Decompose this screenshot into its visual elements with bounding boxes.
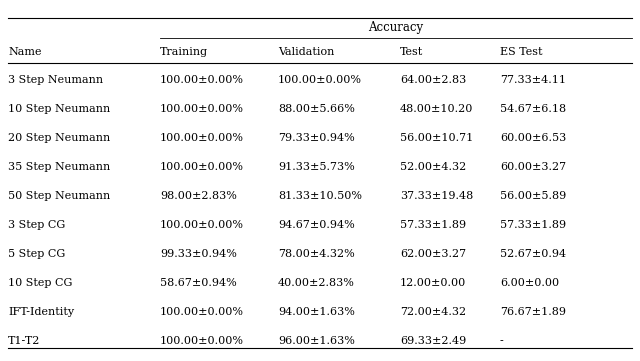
Text: 6.00±0.00: 6.00±0.00 [500,278,559,288]
Text: 100.00±0.00%: 100.00±0.00% [160,336,244,346]
Text: Test: Test [400,47,423,57]
Text: 57.33±1.89: 57.33±1.89 [500,220,566,230]
Text: -: - [500,336,504,346]
Text: 10 Step CG: 10 Step CG [8,278,72,288]
Text: 94.67±0.94%: 94.67±0.94% [278,220,355,230]
Text: 3 Step CG: 3 Step CG [8,220,65,230]
Text: 54.67±6.18: 54.67±6.18 [500,104,566,114]
Text: 94.00±1.63%: 94.00±1.63% [278,307,355,317]
Text: 52.00±4.32: 52.00±4.32 [400,162,467,172]
Text: 76.67±1.89: 76.67±1.89 [500,307,566,317]
Text: 56.00±10.71: 56.00±10.71 [400,133,473,143]
Text: 58.67±0.94%: 58.67±0.94% [160,278,237,288]
Text: 62.00±3.27: 62.00±3.27 [400,249,466,259]
Text: 56.00±5.89: 56.00±5.89 [500,191,566,201]
Text: 91.33±5.73%: 91.33±5.73% [278,162,355,172]
Text: 40.00±2.83%: 40.00±2.83% [278,278,355,288]
Text: 100.00±0.00%: 100.00±0.00% [160,307,244,317]
Text: 5 Step CG: 5 Step CG [8,249,65,259]
Text: 3 Step Neumann: 3 Step Neumann [8,75,103,85]
Text: 100.00±0.00%: 100.00±0.00% [278,75,362,85]
Text: 100.00±0.00%: 100.00±0.00% [160,75,244,85]
Text: 37.33±19.48: 37.33±19.48 [400,191,473,201]
Text: 100.00±0.00%: 100.00±0.00% [160,162,244,172]
Text: 10 Step Neumann: 10 Step Neumann [8,104,110,114]
Text: Name: Name [8,47,42,57]
Text: 72.00±4.32: 72.00±4.32 [400,307,466,317]
Text: 96.00±1.63%: 96.00±1.63% [278,336,355,346]
Text: 48.00±10.20: 48.00±10.20 [400,104,474,114]
Text: 77.33±4.11: 77.33±4.11 [500,75,566,85]
Text: 60.00±3.27: 60.00±3.27 [500,162,566,172]
Text: 79.33±0.94%: 79.33±0.94% [278,133,355,143]
Text: IFT-Identity: IFT-Identity [8,307,74,317]
Text: 52.67±0.94: 52.67±0.94 [500,249,566,259]
Text: 100.00±0.00%: 100.00±0.00% [160,104,244,114]
Text: 81.33±10.50%: 81.33±10.50% [278,191,362,201]
Text: 60.00±6.53: 60.00±6.53 [500,133,566,143]
Text: 35 Step Neumann: 35 Step Neumann [8,162,110,172]
Text: T1-T2: T1-T2 [8,336,40,346]
Text: 100.00±0.00%: 100.00±0.00% [160,133,244,143]
Text: 78.00±4.32%: 78.00±4.32% [278,249,355,259]
Text: 88.00±5.66%: 88.00±5.66% [278,104,355,114]
Text: Training: Training [160,47,208,57]
Text: 57.33±1.89: 57.33±1.89 [400,220,466,230]
Text: 12.00±0.00: 12.00±0.00 [400,278,467,288]
Text: 100.00±0.00%: 100.00±0.00% [160,220,244,230]
Text: 50 Step Neumann: 50 Step Neumann [8,191,110,201]
Text: 98.00±2.83%: 98.00±2.83% [160,191,237,201]
Text: Accuracy: Accuracy [369,22,424,35]
Text: 20 Step Neumann: 20 Step Neumann [8,133,110,143]
Text: ES Test: ES Test [500,47,543,57]
Text: Validation: Validation [278,47,334,57]
Text: 69.33±2.49: 69.33±2.49 [400,336,467,346]
Text: 99.33±0.94%: 99.33±0.94% [160,249,237,259]
Text: 64.00±2.83: 64.00±2.83 [400,75,467,85]
